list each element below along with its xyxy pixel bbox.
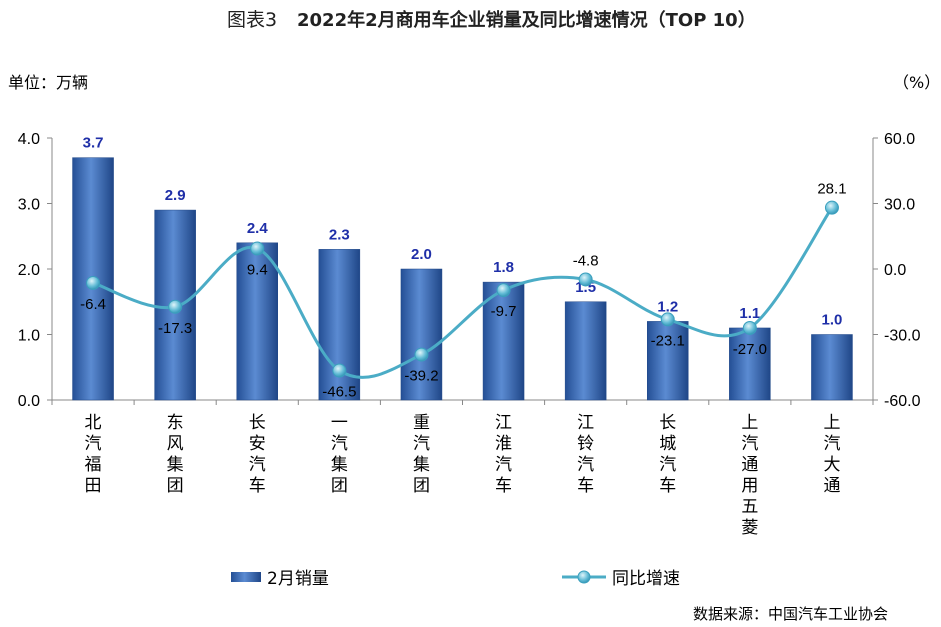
legend-line-label: 同比增速 — [612, 569, 680, 589]
left-tick-label: 2.0 — [18, 262, 40, 279]
growth-rate-label: -9.7 — [491, 303, 517, 320]
legend-line-marker — [577, 570, 591, 584]
sales-bar — [729, 327, 771, 401]
growth-rate-marker — [168, 299, 183, 314]
right-axis-unit: （%） — [893, 73, 940, 92]
left-tick-label: 0.0 — [18, 393, 40, 410]
right-tick-label: 30.0 — [884, 197, 915, 214]
bar-data-labels: 3.72.92.4 2.32.01.81.51.2 1.1 1.0 — [83, 135, 843, 329]
growth-rate-label: -39.2 — [404, 368, 438, 385]
chart-title-prefix: 图表3 — [227, 9, 277, 31]
category-label: 长城汽车 — [659, 413, 676, 496]
growth-rate-marker — [660, 312, 675, 327]
legend-bar-swatch — [231, 572, 261, 582]
growth-rate-label: -4.8 — [573, 252, 599, 269]
category-label: 东风集团 — [167, 413, 184, 496]
right-tick-label: -60.0 — [884, 393, 921, 410]
sales-bar-label: 1.8 — [493, 259, 514, 276]
category-label: 长安汽车 — [249, 413, 266, 496]
sales-bar-label: 1.0 — [822, 312, 843, 329]
growth-rate-label: -6.4 — [80, 296, 106, 313]
sales-bar — [564, 301, 607, 401]
sales-bar-label: 1.2 — [657, 298, 678, 315]
right-tick-label: 60.0 — [884, 131, 915, 148]
category-label: 一汽集团 — [331, 413, 348, 496]
growth-rate-markers — [86, 200, 839, 378]
growth-rate-label: 28.1 — [817, 181, 846, 198]
category-label: 江铃汽车 — [577, 413, 594, 496]
growth-rate-line — [92, 206, 834, 379]
right-tick-label: -30.0 — [884, 328, 921, 345]
category-label: 上汽通用五菱 — [741, 413, 758, 538]
category-label: 上汽大通 — [823, 413, 840, 496]
growth-rate-marker — [578, 272, 593, 287]
growth-rate-data-labels: -6.4 -17.3 9.4 -46.5 -39.2 -9.7 -4.8 -23.1 -27.0… — [80, 181, 846, 401]
growth-rate-marker — [414, 347, 429, 362]
left-axis-unit: 单位：万辆 — [8, 73, 88, 92]
category-label: 重汽集团 — [413, 413, 430, 496]
data-source: 数据来源：中国汽车工业协会 — [693, 605, 888, 623]
category-labels: 北汽福田 东风集团 长安汽车 一汽集团 重汽集团 江淮汽车 江铃汽车 长城汽车 上汽通用五菱 上汽… — [85, 413, 841, 538]
sales-bar-label: 2.9 — [165, 187, 186, 204]
bar-series — [72, 157, 853, 401]
sales-bar-label: 2.4 — [247, 220, 269, 237]
right-tick-label: 0.0 — [884, 262, 906, 279]
sales-bar — [811, 334, 853, 401]
chart-title: 2022年2月商用车企业销量及同比增速情况（TOP 10） — [297, 9, 756, 31]
sales-bar-label: 2.0 — [411, 246, 432, 263]
sales-bar-label: 1.1 — [739, 305, 760, 322]
legend: 2月销量 同比增速 — [231, 569, 680, 589]
sales-bar — [482, 281, 525, 401]
growth-rate-marker — [742, 320, 757, 335]
left-tick-label: 1.0 — [18, 328, 40, 345]
sales-bar-label: 2.3 — [329, 226, 350, 243]
left-tick-label: 3.0 — [18, 197, 40, 214]
growth-rate-marker — [824, 200, 839, 215]
growth-rate-marker — [332, 363, 347, 378]
left-tick-label: 4.0 — [18, 131, 40, 148]
growth-rate-marker — [250, 241, 265, 256]
growth-rate-label: -17.3 — [158, 320, 192, 337]
category-label: 江淮汽车 — [495, 413, 512, 496]
growth-rate-label: -46.5 — [322, 384, 356, 401]
sales-bar — [400, 268, 443, 401]
growth-rate-label: -23.1 — [651, 332, 685, 349]
growth-rate-marker — [496, 283, 511, 298]
growth-rate-label: -27.0 — [733, 341, 767, 358]
left-axis-ticks: 0.0 1.0 2.0 3.0 4.0 — [18, 131, 874, 410]
right-axis-ticks: -60.0 -30.0 0.0 30.0 60.0 — [873, 131, 921, 410]
legend-bar-label: 2月销量 — [267, 569, 329, 589]
growth-rate-label: 9.4 — [247, 261, 268, 278]
sales-bar — [647, 321, 689, 401]
category-label: 北汽福田 — [85, 413, 102, 496]
growth-rate-marker — [86, 275, 101, 290]
sales-bar-label: 3.7 — [83, 135, 104, 152]
